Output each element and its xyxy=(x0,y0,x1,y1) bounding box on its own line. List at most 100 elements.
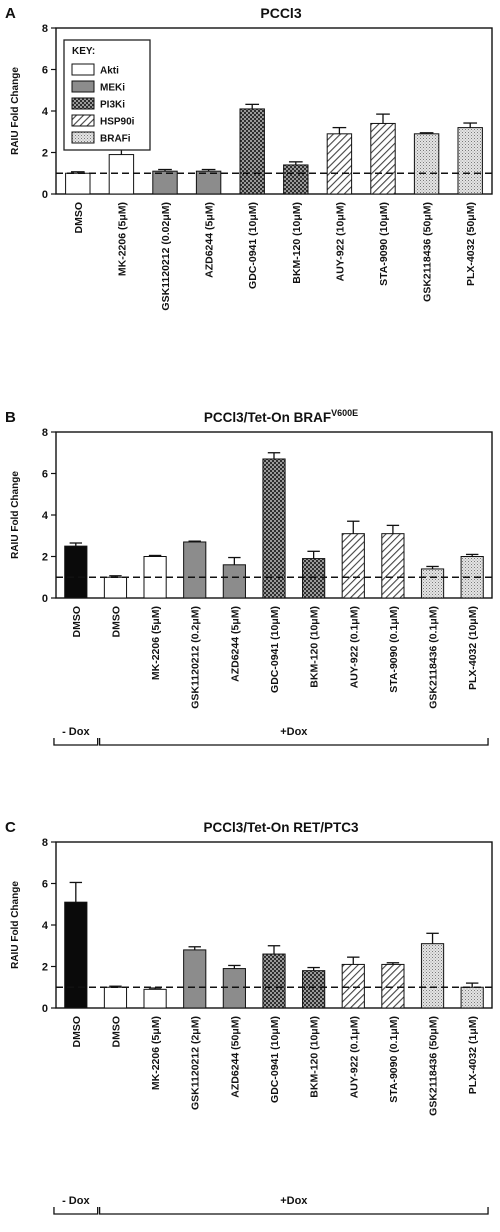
x-tick-label: DMSO xyxy=(71,606,83,638)
group-label: +Dox xyxy=(280,1195,308,1207)
x-tick-label: GSK1120212 (0.02μM) xyxy=(160,202,172,311)
bar xyxy=(283,164,309,195)
x-tick-label: AUY-922 (0.1μM) xyxy=(348,1016,360,1098)
bar xyxy=(64,545,88,599)
bar xyxy=(183,541,207,599)
x-tick-label: BKM-120 (10μM) xyxy=(291,202,303,284)
bar xyxy=(103,986,128,1009)
bar xyxy=(64,901,88,1009)
x-tick-label: GDC-0941 (10μM) xyxy=(269,1016,281,1103)
x-tick-label: DMSO xyxy=(73,202,85,234)
x-tick-label: AZD6244 (5μM) xyxy=(204,202,216,278)
bar xyxy=(222,564,246,599)
group-bracket xyxy=(98,738,489,746)
group-bracket xyxy=(53,738,99,746)
chart-title: PCCl3/Tet-On RET/PTC3 xyxy=(203,820,359,835)
group-label: - Dox xyxy=(62,1195,90,1207)
chart-plot-a: 0 2 4 6 8 RAIU Fold Change DMSO MK-2206 (5μM) GS… xyxy=(10,23,493,311)
y-tick-label: 8 xyxy=(42,23,48,35)
x-tick-label: AUY-922 (10μM) xyxy=(334,202,346,281)
legend-key: KEY: Akti MEKi PI3Ki HSP90i BRAFi xyxy=(63,39,151,151)
x-tick-label: GSK2118436 (50μM) xyxy=(422,202,434,302)
bar xyxy=(108,154,135,195)
x-tick-label: GDC-0941 (10μM) xyxy=(247,202,259,289)
x-tick-label: STA-9090 (0.1μM) xyxy=(388,1016,400,1103)
panel-letter-c: C xyxy=(5,819,16,836)
group-label: - Dox xyxy=(62,726,90,738)
group-bracket xyxy=(98,1207,489,1215)
y-axis-label: RAIU Fold Change xyxy=(10,67,21,155)
bar xyxy=(239,108,265,195)
x-tick-label: STA-9090 (10μM) xyxy=(378,202,390,286)
panel-letter-b: B xyxy=(5,409,16,426)
bar xyxy=(420,943,445,1009)
bar xyxy=(381,963,405,1009)
bar xyxy=(326,133,353,195)
chart-title: PCCl3 xyxy=(260,5,301,21)
bar xyxy=(183,949,207,1009)
bar xyxy=(152,170,178,195)
y-tick-label: 0 xyxy=(42,189,48,201)
bar xyxy=(460,986,484,1009)
x-tick-label: GSK2118436 (0.1μM) xyxy=(428,606,440,709)
x-tick-label: PLX-4032 (1μM) xyxy=(467,1016,479,1094)
bar xyxy=(420,568,445,599)
chart-title: PCCl3/Tet-On BRAFV600E xyxy=(204,408,358,425)
x-tick-label: BKM-120 (10μM) xyxy=(309,1016,321,1098)
legend-entry-label: Akti xyxy=(100,66,119,77)
y-tick-label: 6 xyxy=(42,879,48,891)
chart-title-main: PCCl3/Tet-On BRAF xyxy=(204,410,331,425)
x-tick-label: DMSO xyxy=(110,1016,122,1048)
bar xyxy=(302,558,326,599)
y-tick-label: 4 xyxy=(42,510,49,522)
legend-entries: Akti MEKi PI3Ki HSP90i BRAFi xyxy=(71,63,135,145)
x-tick-label: GSK1120212 (2μM) xyxy=(190,1016,202,1110)
y-axis-label: RAIU Fold Change xyxy=(10,471,21,559)
x-tick-label: AUY-922 (0.1μM) xyxy=(348,606,360,688)
legend-swatch xyxy=(71,131,95,144)
bar xyxy=(370,122,396,195)
bar xyxy=(381,533,405,599)
y-axis-label: RAIU Fold Change xyxy=(10,881,21,969)
y-tick-label: 8 xyxy=(42,427,48,439)
bar xyxy=(222,968,246,1009)
x-tick-label: GDC-0941 (10μM) xyxy=(269,606,281,693)
x-tick-label: DMSO xyxy=(71,1016,83,1048)
chart-title-superscript: V600E xyxy=(331,408,358,418)
x-tick-label: STA-9090 (0.1μM) xyxy=(388,606,400,693)
panel-a: A PCCl3 0 2 4 6 8 RAIU Fold Change DMSO MK-2206… xyxy=(5,5,493,311)
y-tick-label: 2 xyxy=(42,148,48,160)
legend-title: KEY: xyxy=(72,46,95,57)
x-tick-label: PLX-4032 (10μM) xyxy=(467,606,479,690)
chart-plot-c: 0 2 4 6 8 RAIU Fold Change DMSO DMSO MK-2206 (5μ… xyxy=(10,837,493,1215)
y-tick-label: 2 xyxy=(42,962,48,974)
bar xyxy=(262,953,286,1009)
legend-entry-label: MEKi xyxy=(100,83,125,94)
legend-swatch xyxy=(71,63,95,76)
panel-b: B PCCl3/Tet-On BRAFV600E 0 2 4 6 8 RAIU Fold … xyxy=(5,408,493,746)
legend-swatch xyxy=(71,114,95,127)
bar xyxy=(341,533,365,599)
bar xyxy=(302,970,326,1009)
bar xyxy=(103,576,128,599)
x-tick-label: DMSO xyxy=(110,606,122,638)
legend-entry-label: HSP90i xyxy=(100,117,135,128)
y-tick-label: 2 xyxy=(42,552,48,564)
y-tick-label: 0 xyxy=(42,593,48,605)
bar xyxy=(65,172,91,195)
bar xyxy=(413,133,440,195)
bar xyxy=(195,170,222,195)
y-tick-label: 4 xyxy=(42,106,49,118)
x-tick-label: BKM-120 (10μM) xyxy=(309,606,321,688)
group-bracket xyxy=(53,1207,99,1215)
x-tick-label: GSK2118436 (50μM) xyxy=(428,1016,440,1116)
x-tick-label: GSK1120212 (0.2μM) xyxy=(190,606,202,709)
y-tick-label: 8 xyxy=(42,837,48,849)
legend-swatch xyxy=(71,97,95,110)
panel-c: C PCCl3/Tet-On RET/PTC3 0 2 4 6 8 RAIU Fold C… xyxy=(5,819,493,1215)
x-tick-label: AZD6244 (50μM) xyxy=(229,1016,241,1098)
group-label: +Dox xyxy=(280,726,308,738)
bar xyxy=(143,988,167,1009)
y-tick-label: 4 xyxy=(42,920,49,932)
